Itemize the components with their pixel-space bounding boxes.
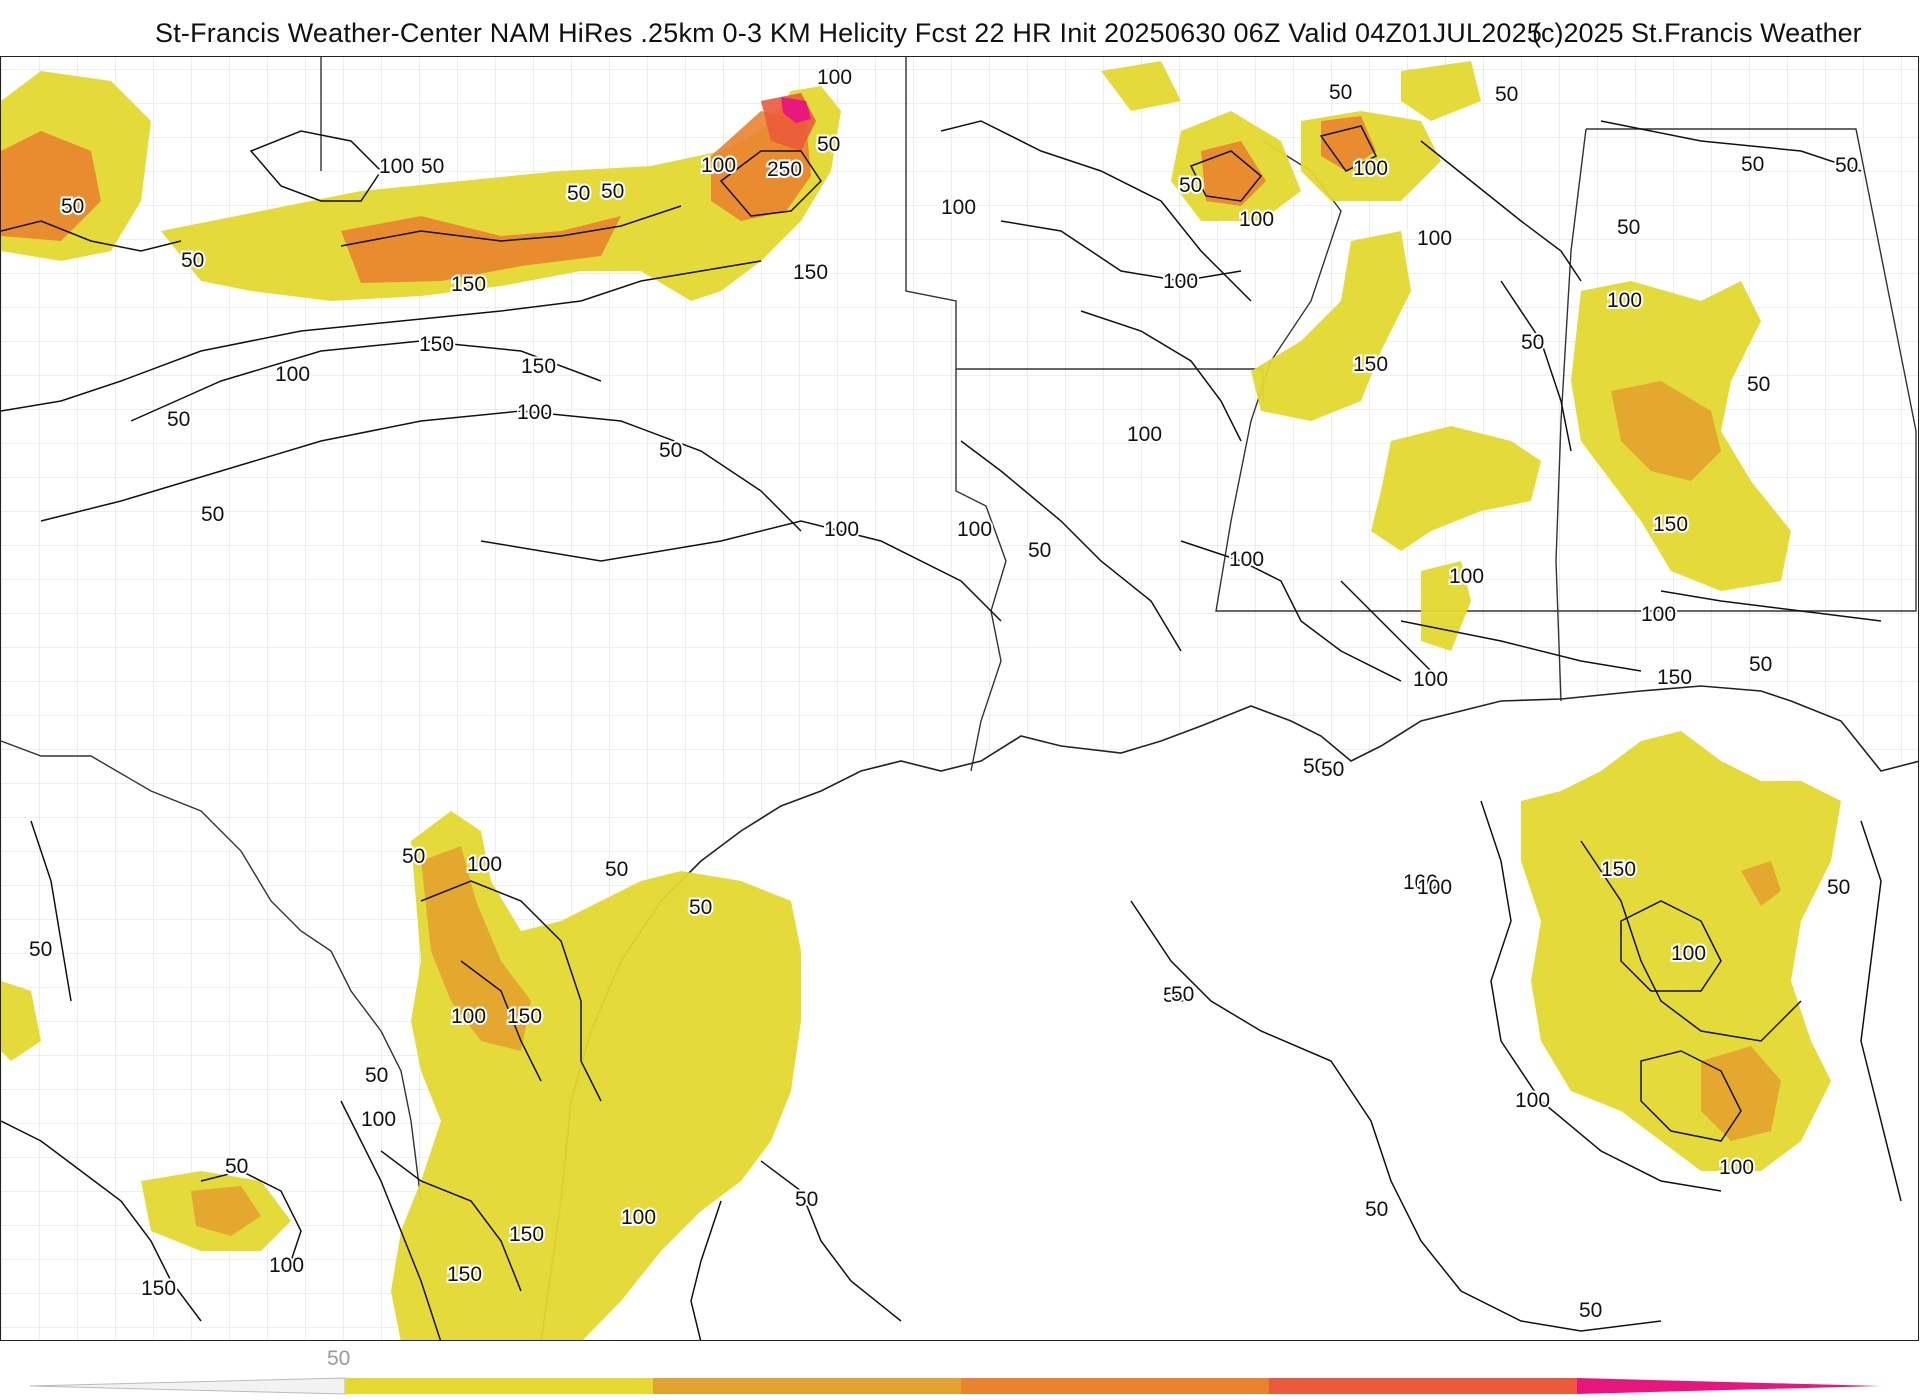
contour-label: 150 xyxy=(521,355,556,378)
contour-label: 150 xyxy=(1353,353,1388,376)
contour-label: 50 xyxy=(1835,154,1858,177)
contour-label: 50 xyxy=(402,845,425,868)
contour-labels: 100 50 50 50 100 50 250 50 150 150 150 1… xyxy=(27,64,1860,1324)
contour-label: 50 xyxy=(1579,1299,1602,1322)
helicity-contours xyxy=(1,120,1902,1340)
contour-label: 150 xyxy=(793,261,828,284)
contour-label: 100 xyxy=(1417,227,1452,250)
contour-label: 100 xyxy=(1719,1156,1754,1179)
contour-label: 100 xyxy=(1353,157,1388,180)
colorbar-segment-1 xyxy=(345,1378,653,1394)
contour-label: 100 xyxy=(269,1254,304,1277)
contour-label: 100 xyxy=(1229,548,1264,571)
contour-label: 50 xyxy=(567,182,590,205)
contour-label: 50 xyxy=(1521,331,1544,354)
colorbar-segment-3 xyxy=(961,1378,1269,1394)
contour-label: 100 xyxy=(701,154,736,177)
contour-label: 50 xyxy=(201,503,224,526)
contour-label: 50 xyxy=(659,439,682,462)
contour-label: 50 xyxy=(1329,81,1352,104)
contour-label: 150 xyxy=(1601,858,1636,881)
contour-label: 50 xyxy=(1171,983,1194,1006)
contour-label: 100 xyxy=(467,853,502,876)
contour-label: 50 xyxy=(1321,758,1344,781)
contour-label: 100 xyxy=(1127,423,1162,446)
contour-label: 100 xyxy=(817,66,852,89)
contour-label: 150 xyxy=(1657,666,1692,689)
contour-label: 50 xyxy=(605,858,628,881)
contour-label: 50 xyxy=(181,249,204,272)
helicity-forecast-map: 100 50 50 50 100 50 250 50 150 150 150 1… xyxy=(0,56,1919,1341)
contour-label: 100 xyxy=(275,363,310,386)
contour-label: 100 xyxy=(1515,1089,1550,1112)
contour-label: 150 xyxy=(419,333,454,356)
contour-label: 100 xyxy=(941,196,976,219)
contour-label: 50 xyxy=(1495,83,1518,106)
map-canvas: 100 50 50 50 100 50 250 50 150 150 150 1… xyxy=(1,57,1918,1340)
contour-label: 250 xyxy=(767,158,802,181)
contour-label: 50 xyxy=(795,1188,818,1211)
contour-label: 100 xyxy=(1417,876,1452,899)
contour-label: 50 xyxy=(1741,153,1764,176)
contour-label: 50 xyxy=(29,938,52,961)
contour-label: 100 xyxy=(1449,565,1484,588)
contour-label: 50 xyxy=(601,180,624,203)
colorbar-segment-4 xyxy=(1269,1378,1577,1394)
contour-label: 50 xyxy=(365,1064,388,1087)
contour-label: 50 xyxy=(1028,539,1051,562)
contour-label: 150 xyxy=(1653,513,1688,536)
contour-label: 100 xyxy=(379,155,414,178)
contour-label: 50 xyxy=(689,896,712,919)
contour-label: 50 xyxy=(1749,653,1772,676)
colorbar xyxy=(29,1377,1880,1395)
contour-label: 50 xyxy=(421,155,444,178)
contour-label: 100 xyxy=(957,518,992,541)
contour-label: 100 xyxy=(824,518,859,541)
contour-label: 50 xyxy=(1303,755,1326,778)
colorbar-low-extension xyxy=(29,1377,346,1395)
contour-label: 100 xyxy=(1607,289,1642,312)
contour-label: 50 xyxy=(1179,174,1202,197)
contour-label: 150 xyxy=(451,273,486,296)
map-title: St-Francis Weather-Center NAM HiRes .25k… xyxy=(155,18,1543,48)
colorbar-high-extension xyxy=(1577,1378,1880,1394)
contour-label: 50 xyxy=(1747,373,1770,396)
contour-label: 50 xyxy=(1365,1198,1388,1221)
contour-label: 50 xyxy=(817,133,840,156)
contour-label: 100 xyxy=(517,401,552,424)
contour-label: 50 xyxy=(61,195,84,218)
map-header: St-Francis Weather-Center NAM HiRes .25k… xyxy=(0,0,1920,56)
copyright-notice: (c)2025 St.Francis Weather xyxy=(1532,18,1862,48)
contour-label: 150 xyxy=(509,1223,544,1246)
contour-label: 100 xyxy=(451,1005,486,1028)
contour-label: 100 xyxy=(1671,942,1706,965)
colorbar-tick-label: 50 xyxy=(327,1347,351,1370)
contour-label: 100 xyxy=(1403,871,1438,894)
contour-label: 150 xyxy=(447,1263,482,1286)
contour-label: 100 xyxy=(1239,208,1274,231)
contour-label: 100 xyxy=(1413,668,1448,691)
colorbar-segment-2 xyxy=(653,1378,961,1394)
contour-label: 100 xyxy=(361,1108,396,1131)
contour-label: 100 xyxy=(621,1206,656,1229)
contour-label: 150 xyxy=(141,1277,176,1300)
contour-label: 50 xyxy=(167,408,190,431)
helicity-shading xyxy=(1,61,1841,1340)
contour-label: 50 xyxy=(225,1155,248,1178)
contour-label: 100 xyxy=(1163,270,1198,293)
contour-label: 50 xyxy=(1827,876,1850,899)
contour-label: 50 xyxy=(1163,984,1186,1007)
contour-label: 150 xyxy=(507,1005,542,1028)
contour-label: 50 xyxy=(1617,216,1640,239)
contour-label: 100 xyxy=(1641,603,1676,626)
